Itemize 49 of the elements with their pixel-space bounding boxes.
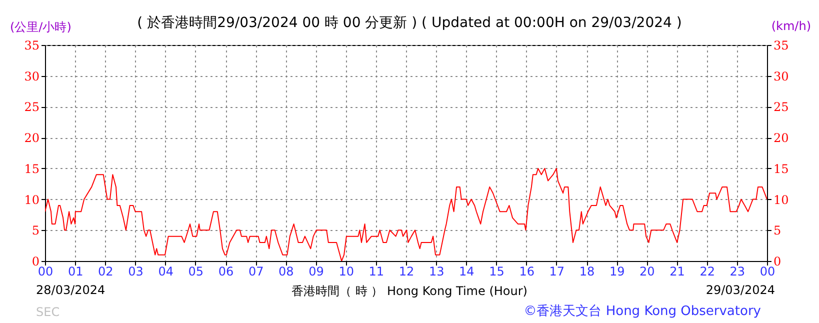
y2-tick-label: 30 bbox=[774, 69, 789, 84]
x-tick-label: 13 bbox=[428, 264, 444, 278]
x-tick-label: 08 bbox=[278, 264, 294, 278]
x-tick-label: 11 bbox=[368, 264, 384, 278]
x-tick-label: 16 bbox=[519, 264, 534, 278]
x-tick-label: 21 bbox=[670, 264, 685, 278]
y2-tick-label: 35 bbox=[774, 38, 789, 52]
x-tick-label: 01 bbox=[68, 264, 84, 278]
x-tick-label: 05 bbox=[188, 264, 204, 278]
text: 28/03/2024 bbox=[36, 283, 106, 297]
x-tick-label: 10 bbox=[338, 264, 354, 278]
y-axis-title: (公里/小時) bbox=[10, 19, 72, 36]
x-tick-label: 02 bbox=[98, 264, 114, 278]
y2-tick-label: 25 bbox=[774, 100, 789, 114]
y2-tick-label: 5 bbox=[774, 224, 782, 238]
y2-tick-label: 10 bbox=[774, 192, 789, 207]
y-tick-label: 5 bbox=[32, 224, 40, 238]
x-tick-label: 14 bbox=[459, 264, 474, 278]
y-tick-label: 25 bbox=[24, 100, 40, 114]
y-tick-label: 10 bbox=[24, 192, 40, 207]
text: ©香港天文台 Hong Kong Observatory bbox=[524, 303, 761, 320]
y2-tick-label: 20 bbox=[774, 131, 789, 146]
x-tick-label: 17 bbox=[549, 264, 565, 278]
x-tick-label: 12 bbox=[398, 264, 414, 278]
text: 29/03/2024 bbox=[706, 283, 775, 297]
y-tick-label: 0 bbox=[32, 254, 40, 268]
x-tick-label: 15 bbox=[489, 264, 504, 278]
y-tick-label: 30 bbox=[24, 69, 40, 84]
x-tick-label: 09 bbox=[308, 264, 324, 278]
y2-axis-title: (km/h) bbox=[771, 19, 811, 33]
x-tick-label: 00 bbox=[38, 264, 54, 278]
chart-title: ( 於香港時間29/03/2024 00 時 00 分更新 ) ( Updated at 00:00H on 29/03/2024 ) bbox=[137, 15, 682, 31]
y-tick-label: 20 bbox=[24, 131, 40, 146]
x-tick-label: 23 bbox=[730, 264, 746, 278]
x-tick-label: 19 bbox=[609, 264, 625, 278]
x-tick-label: 00 bbox=[760, 264, 776, 278]
y-tick-label: 15 bbox=[24, 162, 40, 176]
x-tick-label: 07 bbox=[248, 264, 264, 278]
x-tick-label: 03 bbox=[128, 264, 144, 278]
y-tick-label: 35 bbox=[24, 38, 40, 52]
text: SEC bbox=[36, 305, 60, 319]
y2-tick-label: 0 bbox=[774, 254, 782, 268]
x-tick-label: 04 bbox=[158, 264, 174, 278]
y2-tick-label: 15 bbox=[774, 162, 789, 176]
x-tick-label: 20 bbox=[640, 264, 655, 278]
x-tick-label: 22 bbox=[700, 264, 715, 278]
x-tick-label: 18 bbox=[579, 264, 595, 278]
x-axis-title: 香港時間（ 時 ） Hong Kong Time (Hour) bbox=[292, 284, 528, 298]
x-tick-label: 06 bbox=[218, 264, 234, 278]
